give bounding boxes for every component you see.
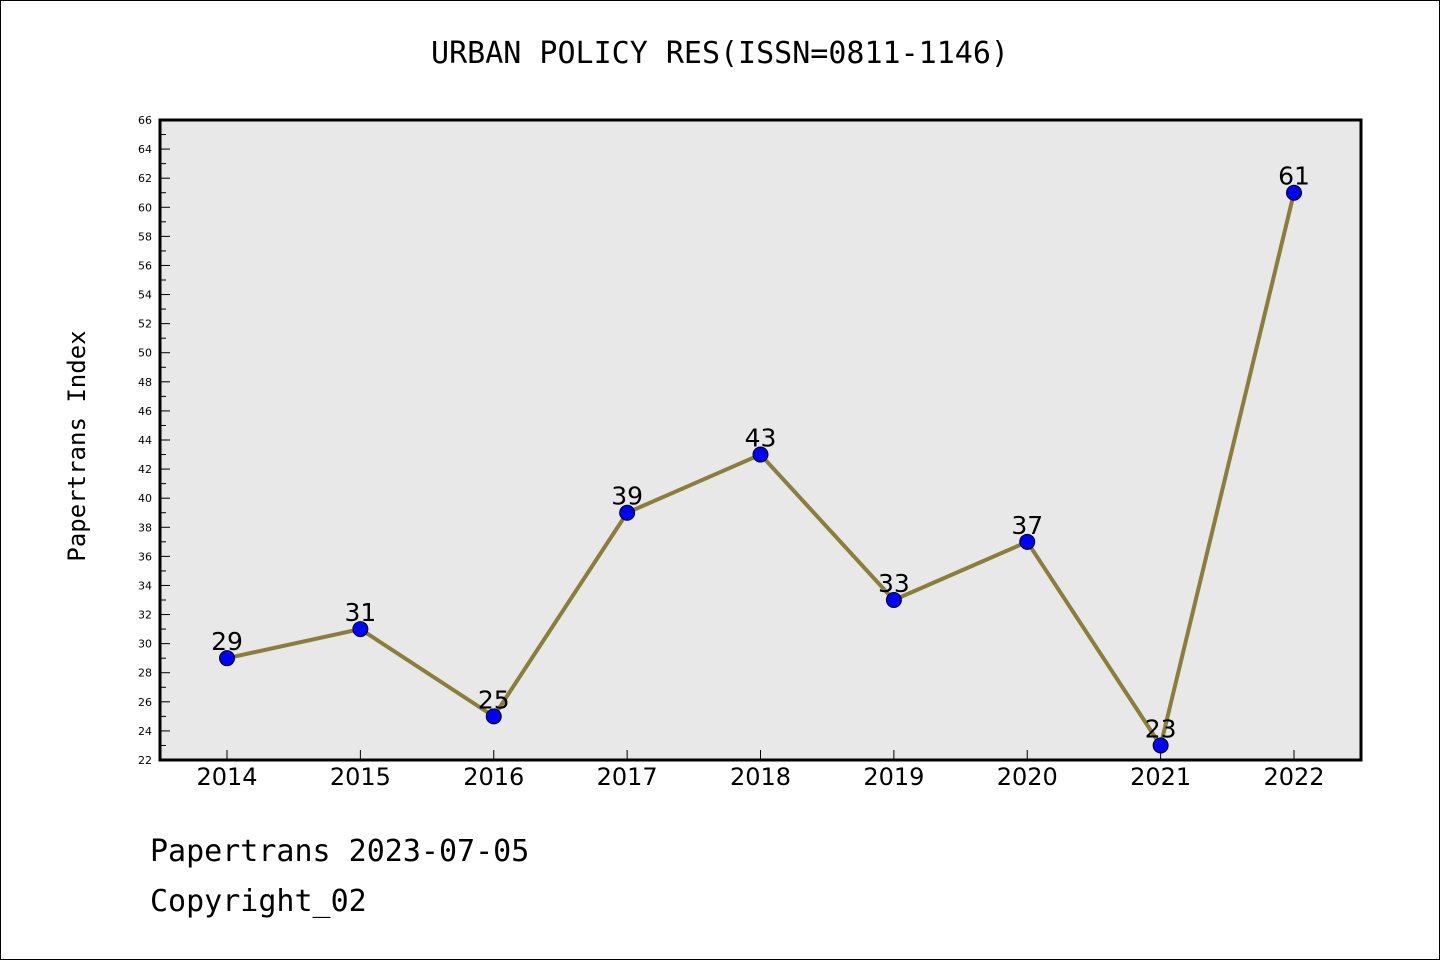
data-point (752, 446, 769, 463)
y-tick-label: 54 (138, 289, 152, 302)
y-tick-label: 24 (138, 725, 152, 738)
x-tick-label: 2018 (730, 763, 791, 791)
chart-title: URBAN POLICY RES(ISSN=0811-1146) (431, 36, 1009, 71)
y-tick-label: 64 (138, 143, 152, 156)
plot-area (158, 118, 1363, 762)
footer-date: Papertrans 2023-07-05 (150, 834, 530, 869)
y-tick-label: 34 (138, 579, 152, 592)
x-axis: 2014 2015 2016 2017 2018 2019 2020 2021 2022 (196, 750, 1325, 791)
y-tick-label: 22 (138, 754, 152, 767)
data-point (352, 621, 369, 638)
data-label: 43 (745, 424, 777, 453)
data-label: 61 (1278, 162, 1310, 191)
data-label: 25 (478, 685, 510, 714)
data-point (1019, 533, 1036, 550)
y-axis: 22 24 26 28 30 32 34 36 38 40 42 44 46 48 50 52 54 56 58 60… (138, 114, 170, 767)
y-tick-label: 50 (138, 347, 152, 360)
data-point (1286, 184, 1302, 201)
x-tick-label: 2015 (330, 763, 391, 791)
y-tick-label: 42 (138, 463, 152, 476)
y-tick-label: 58 (138, 230, 152, 243)
data-point (885, 592, 902, 608)
x-tick-label: 2020 (997, 763, 1058, 791)
y-tick-label: 46 (138, 405, 152, 418)
x-tick-label: 2016 (463, 763, 524, 791)
x-tick-label: 2022 (1263, 763, 1324, 791)
data-label: 31 (344, 598, 376, 627)
y-axis-label: Papertrans Index (63, 330, 91, 561)
x-tick-label: 2017 (597, 763, 658, 791)
y-tick-label: 44 (138, 434, 152, 447)
x-tick-label: 2014 (196, 763, 257, 791)
y-tick-label: 36 (138, 550, 152, 563)
y-tick-label: 60 (138, 201, 152, 214)
x-tick-label: 2019 (863, 763, 924, 791)
footer-copyright: Copyright_02 (150, 884, 367, 919)
y-tick-label: 32 (138, 609, 152, 622)
data-point (485, 708, 502, 725)
y-tick-label: 62 (138, 172, 152, 185)
data-markers (219, 184, 1302, 754)
y-tick-label: 66 (138, 114, 152, 127)
y-tick-label: 40 (138, 492, 152, 505)
data-labels: 29 31 25 39 43 33 37 23 61 (211, 162, 1310, 744)
y-tick-label: 28 (138, 667, 152, 680)
data-label: 29 (211, 627, 243, 656)
data-point (1152, 737, 1169, 754)
y-tick-label: 30 (138, 638, 152, 651)
y-tick-label: 52 (138, 318, 152, 331)
x-tick-label: 2021 (1130, 763, 1191, 791)
data-point (219, 650, 235, 667)
y-tick-label: 48 (138, 376, 152, 389)
data-label: 23 (1145, 714, 1177, 743)
y-tick-label: 26 (138, 696, 152, 709)
y-tick-label: 56 (138, 259, 152, 272)
data-label: 33 (878, 569, 910, 598)
data-label: 39 (611, 482, 643, 511)
data-label: 37 (1011, 511, 1043, 540)
data-point (619, 504, 636, 521)
y-tick-label: 38 (138, 521, 152, 534)
